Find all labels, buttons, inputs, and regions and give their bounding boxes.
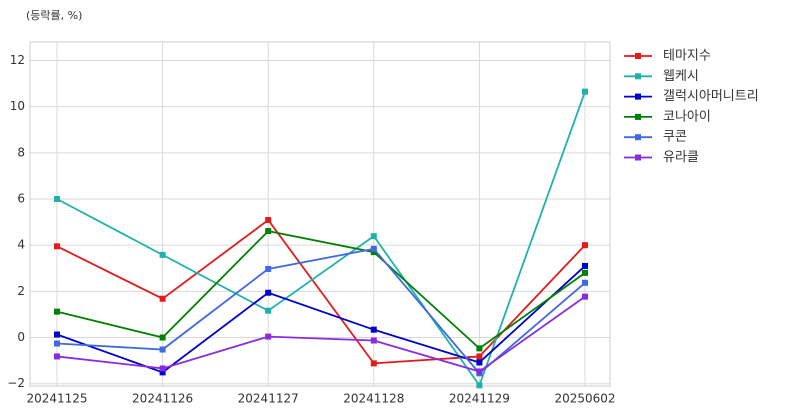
point <box>265 289 272 296</box>
y-tick-label: 4 <box>17 238 25 252</box>
legend-label: 갤럭시아머니트리 <box>663 89 759 104</box>
legend-label: 웹케시 <box>663 69 699 84</box>
point <box>159 251 166 258</box>
point <box>582 279 588 286</box>
point <box>582 262 588 269</box>
point <box>159 365 166 372</box>
legend-label: 유라클 <box>663 150 699 165</box>
point <box>476 345 483 352</box>
point <box>370 326 377 333</box>
legend-marker <box>635 73 641 80</box>
point <box>370 360 377 367</box>
x-tick-label: 20241128 <box>343 392 404 406</box>
point <box>54 331 60 338</box>
legend-marker <box>635 53 641 59</box>
point <box>476 359 483 366</box>
point <box>370 337 377 344</box>
point <box>476 353 483 360</box>
point <box>476 368 483 375</box>
point <box>265 307 272 314</box>
y-tick-label: 8 <box>17 145 25 159</box>
point <box>159 346 166 353</box>
point <box>159 295 166 302</box>
legend-label: 테마지수 <box>663 49 711 64</box>
legend-marker <box>635 134 641 141</box>
legend-label: 쿠콘 <box>663 130 687 145</box>
y-axis-label: (등락률, %) <box>26 9 82 22</box>
y-tick-label: 12 <box>10 53 25 67</box>
point <box>159 369 166 376</box>
legend-marker <box>635 93 641 100</box>
point <box>265 228 272 235</box>
x-tick-label: 20241127 <box>238 392 299 406</box>
point <box>265 333 272 340</box>
series-line <box>56 295 586 373</box>
point <box>476 382 483 389</box>
point <box>370 245 377 252</box>
point <box>582 269 588 276</box>
plot-frame <box>29 41 611 387</box>
point <box>265 217 272 224</box>
x-tick-label: 20241129 <box>449 392 510 406</box>
y-tick-label: 2 <box>17 284 25 298</box>
point <box>54 195 60 202</box>
point <box>370 249 377 256</box>
legend-marker <box>635 154 641 161</box>
y-tick-label: 6 <box>17 191 25 205</box>
y-tick-label: 0 <box>17 330 25 344</box>
point <box>582 88 588 95</box>
point <box>265 265 272 272</box>
point <box>370 233 377 240</box>
point <box>54 308 60 315</box>
legend-label: 코나아이 <box>663 109 711 124</box>
point <box>159 334 166 341</box>
series-line <box>56 230 586 350</box>
y-tick-label: −2 <box>7 376 25 390</box>
point <box>582 293 588 300</box>
x-tick-label: 20241126 <box>132 392 193 406</box>
y-tick-label: 10 <box>10 99 25 113</box>
point <box>54 353 60 360</box>
point <box>582 242 588 249</box>
x-tick-label: 20250602 <box>554 392 615 406</box>
x-tick-label: 20241125 <box>26 392 87 406</box>
point <box>54 340 60 347</box>
point <box>54 243 60 250</box>
legend-marker <box>635 113 641 120</box>
